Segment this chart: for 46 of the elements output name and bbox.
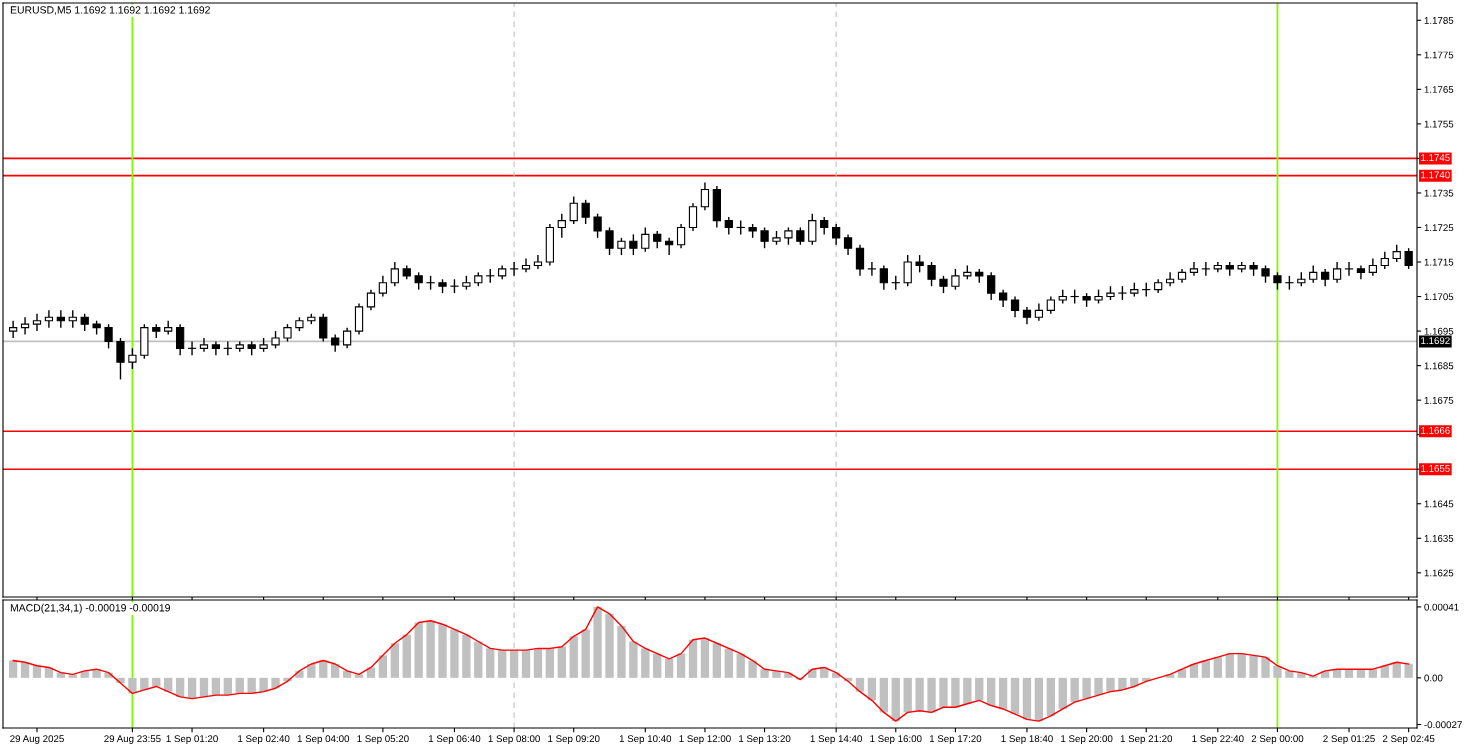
y-tick-label: 1.1685	[1424, 362, 1454, 370]
y-tick-label: 1.1785	[1424, 17, 1454, 24]
y-tick-label: 1.1645	[1424, 500, 1454, 508]
x-tick-label: 1 Sep 04:00	[297, 735, 350, 745]
x-tick-label: 1 Sep 12:00	[679, 735, 731, 745]
ref-line-label: 1.1692	[1421, 337, 1450, 345]
x-tick-label: 1 Sep 06:40	[428, 735, 481, 745]
y-tick-label: 1.1625	[1424, 569, 1454, 577]
y-tick-label: -0.00027	[1424, 721, 1462, 729]
x-tick-label: 2 Sep 00:00	[1251, 735, 1304, 745]
y-tick-label: 1.1775	[1424, 51, 1454, 59]
ref-line-label: 1.1666	[1421, 426, 1450, 434]
y-tick-label: 1.1755	[1424, 120, 1454, 128]
x-tick-label: 1 Sep 01:20	[166, 735, 218, 745]
x-tick-label: 1 Sep 13:20	[739, 735, 791, 745]
y-tick-label: 0.00041	[1424, 603, 1459, 611]
y-tick-label: 0.00	[1424, 674, 1443, 682]
x-tick-label: 1 Sep 22:40	[1192, 735, 1244, 745]
x-tick-label: 1 Sep 14:40	[810, 735, 862, 745]
x-tick-label: 1 Sep 10:40	[619, 735, 672, 745]
ref-line-label: 1.1740	[1421, 171, 1450, 179]
y-tick-label: 1.1695	[1424, 327, 1454, 335]
x-tick-label: 29 Aug 23:55	[104, 735, 161, 745]
x-tick-label: 2 Sep 02:45	[1382, 735, 1435, 745]
ref-line-label: 1.1745	[1421, 154, 1450, 162]
x-tick-label: 1 Sep 09:20	[548, 735, 600, 745]
x-tick-label: 1 Sep 21:20	[1120, 735, 1173, 745]
x-tick-label: 29 Aug 2025	[10, 735, 64, 745]
x-tick-label: 1 Sep 17:20	[929, 735, 982, 745]
x-tick-label: 1 Sep 20:00	[1061, 735, 1113, 745]
y-tick-label: 1.1635	[1424, 535, 1454, 542]
y-tick-label: 1.1765	[1424, 86, 1454, 93]
y-tick-label: 1.1705	[1424, 293, 1454, 301]
y-tick-label: 1.1725	[1424, 224, 1454, 232]
x-tick-label: 1 Sep 08:00	[488, 735, 540, 745]
x-tick-label: 1 Sep 18:40	[1001, 735, 1053, 745]
x-tick-label: 2 Sep 01:25	[1323, 735, 1375, 745]
chart-title: EURUSD,M5 1.1692 1.1692 1.1692 1.1692	[10, 6, 210, 15]
x-tick-label: 1 Sep 02:40	[238, 735, 290, 745]
annotation: MACD(21,34,1) -0.00019 -0.00019	[10, 603, 170, 614]
y-tick-label: 1.1675	[1424, 396, 1454, 404]
x-tick-label: 1 Sep 05:20	[357, 735, 409, 745]
y-tick-label: 1.1715	[1424, 258, 1454, 266]
x-tick-label: 1 Sep 16:00	[870, 735, 922, 745]
ref-line-label: 1.1655	[1421, 464, 1450, 472]
y-tick-label: 1.1735	[1424, 189, 1454, 197]
